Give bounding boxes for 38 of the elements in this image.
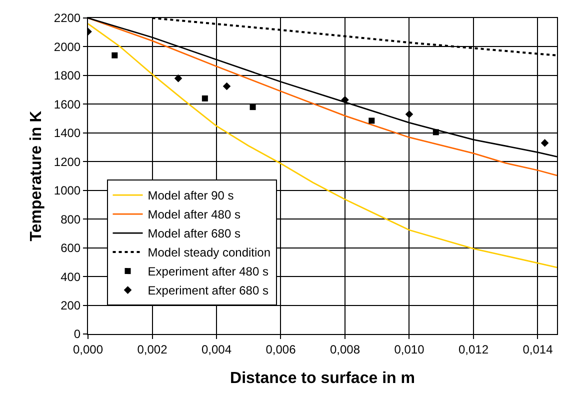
y-tick-label: 1200 [54, 154, 81, 169]
legend-label: Model after 90 s [148, 188, 234, 203]
y-tick-label: 1000 [54, 184, 81, 198]
y-axis-title: Temperature in K [28, 110, 45, 242]
y-tick-label: 200 [60, 298, 81, 312]
point [112, 52, 118, 58]
y-tick-label: 0 [74, 327, 81, 342]
y-tick-label: 400 [60, 270, 81, 284]
y-tick-label: 600 [60, 241, 81, 256]
x-tick-label: 0,004 [201, 342, 232, 356]
x-tick-label: 0,000 [72, 342, 104, 356]
legend-label: Model after 480 s [148, 208, 240, 222]
point [222, 82, 231, 90]
point [368, 118, 375, 124]
point [174, 74, 182, 82]
x-tick-label: 0,014 [522, 342, 554, 356]
point [250, 104, 256, 110]
y-tick-label: 2000 [54, 40, 81, 54]
legend-label: Experiment after 680 s [148, 284, 268, 298]
x-tick-label: 0,010 [394, 342, 425, 356]
legend-label: Model after 680 s [148, 226, 240, 241]
y-tick-label: 2200 [54, 11, 81, 26]
point [432, 129, 439, 136]
x-tick-label: 0,002 [137, 342, 168, 356]
x-axis-title: Distance to surface in m [230, 370, 415, 388]
y-tick-label: 1400 [54, 126, 81, 140]
legend-label: Experiment after 480 s [148, 264, 268, 279]
y-tick-label: 1800 [54, 68, 81, 83]
point [341, 96, 349, 104]
point [540, 139, 549, 147]
x-tick-label: 0,006 [266, 342, 296, 356]
legend-label: Model steady condition [148, 246, 271, 260]
point [405, 110, 414, 118]
point [202, 95, 208, 102]
x-tick-label: 0,008 [330, 342, 360, 356]
y-tick-label: 1600 [54, 97, 81, 112]
x-tick-label: 0,012 [458, 342, 489, 356]
y-tick-label: 800 [60, 212, 81, 226]
